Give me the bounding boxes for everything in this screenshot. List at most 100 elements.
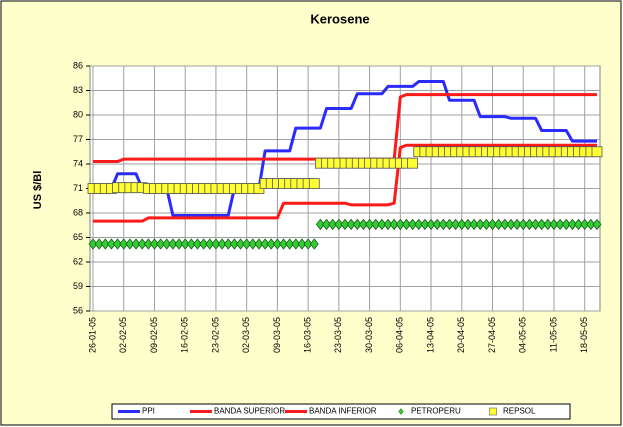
diamond-marker (586, 218, 596, 231)
y-axis-label: US $/Bl (32, 171, 44, 210)
diamond-marker (426, 218, 436, 231)
x-tick-label: 02-02-05 (118, 317, 128, 353)
diamond-marker (524, 218, 534, 231)
diamond-marker (420, 218, 430, 231)
x-tick-label: 04-05-05 (518, 317, 528, 353)
y-tick-label: 62 (73, 256, 83, 266)
diamond-marker (315, 218, 325, 231)
diamond-marker (242, 238, 252, 250)
diamond-marker (451, 218, 461, 231)
y-tick-label: 83 (73, 85, 83, 95)
diamond-marker (537, 218, 547, 231)
diamond-marker (303, 238, 313, 250)
diamond-marker (248, 238, 258, 250)
diamond-marker (113, 238, 123, 250)
diamond-marker (88, 238, 98, 250)
diamond-marker (205, 238, 215, 250)
square-marker (308, 178, 320, 190)
diamond-marker (100, 238, 110, 250)
y-tick-label: 86 (73, 60, 83, 70)
diamond-marker (475, 218, 485, 231)
diamond-marker (211, 238, 221, 250)
x-tick-label: 27-04-05 (487, 317, 497, 353)
diamond-marker (119, 238, 129, 250)
diamond-marker (143, 238, 153, 250)
diamond-marker (199, 238, 209, 250)
y-tick-label: 80 (73, 109, 83, 119)
legend-swatch (489, 407, 497, 416)
diamond-marker (254, 238, 264, 250)
diamond-marker (94, 238, 104, 250)
diamond-marker (149, 238, 159, 250)
diamond-marker (217, 238, 227, 250)
diamond-marker (229, 238, 239, 250)
y-tick-label: 74 (73, 158, 83, 168)
x-tick-label: 16-02-05 (180, 317, 190, 353)
diamond-marker (543, 218, 553, 231)
diamond-marker (500, 218, 510, 231)
diamond-marker (487, 218, 498, 231)
diamond-marker (444, 218, 455, 231)
diamond-marker (506, 218, 516, 231)
diamond-marker (389, 218, 399, 231)
diamond-marker (512, 218, 522, 231)
diamond-marker (272, 238, 282, 250)
diamond-marker (469, 218, 479, 231)
square-marker (407, 157, 419, 169)
diamond-marker (408, 218, 418, 231)
x-tick-label: 16-03-05 (302, 317, 312, 353)
diamond-marker (365, 218, 375, 231)
legend-label: PETROPERU (411, 407, 461, 416)
x-tick-label: 02-03-05 (241, 317, 251, 353)
diamond-marker (106, 238, 116, 250)
y-tick-label: 59 (73, 281, 83, 291)
series-line (93, 80, 597, 217)
diamond-marker (180, 238, 190, 250)
x-tick-label: 09-02-05 (149, 317, 159, 353)
y-tick-label: 56 (73, 305, 83, 315)
diamond-marker (279, 238, 289, 250)
y-tick-label: 77 (73, 134, 83, 144)
x-tick-label: 20-04-05 (456, 317, 466, 353)
diamond-marker (156, 238, 166, 250)
diamond-marker (266, 238, 276, 250)
diamond-marker (463, 218, 473, 231)
diamond-marker (371, 218, 381, 231)
diamond-marker (414, 218, 424, 231)
diamond-marker (260, 238, 270, 250)
diamond-marker (383, 218, 393, 231)
legend-label: REPSOL (503, 407, 536, 416)
diamond-marker (555, 218, 565, 231)
diamond-marker (531, 218, 541, 231)
diamond-marker (377, 218, 387, 231)
diamond-marker (592, 218, 602, 231)
diamond-marker (168, 238, 178, 250)
diamond-marker (162, 238, 172, 250)
x-tick-label: 30-03-05 (364, 317, 374, 353)
chart-title: Kerosene (310, 11, 369, 26)
x-tick-label: 23-03-05 (333, 317, 343, 353)
diamond-marker (223, 238, 233, 250)
diamond-marker (291, 238, 301, 250)
legend-label: BANDA SUPERIOR (214, 407, 285, 416)
legend-label: BANDA INFERIOR (309, 407, 377, 416)
y-tick-label: 71 (73, 183, 83, 193)
diamond-marker (481, 218, 491, 231)
diamond-marker (328, 218, 338, 231)
diamond-marker (131, 238, 141, 250)
diamond-marker (574, 218, 584, 231)
diamond-marker (174, 238, 184, 250)
diamond-marker (235, 238, 246, 250)
diamond-marker (309, 238, 319, 250)
diamond-marker (186, 238, 196, 250)
diamond-marker (518, 218, 528, 231)
diamond-marker (457, 218, 467, 231)
diamond-marker (340, 218, 350, 231)
diamond-marker (438, 218, 448, 231)
x-tick-label: 23-02-05 (210, 317, 220, 353)
diamond-marker (580, 218, 590, 231)
y-tick-label: 68 (73, 207, 83, 217)
legend-label: PPI (142, 407, 155, 416)
diamond-marker (334, 218, 344, 231)
